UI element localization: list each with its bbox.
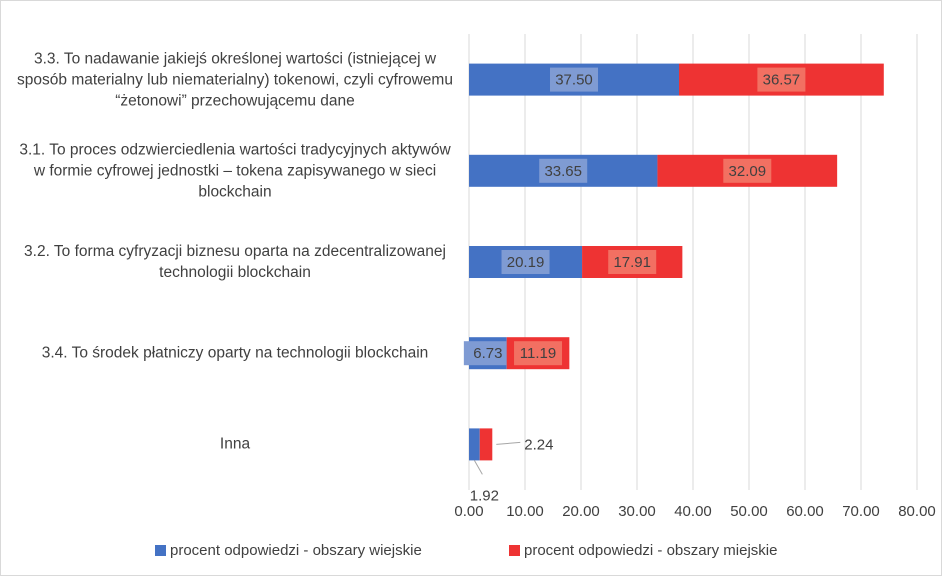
x-tick-label: 70.00 bbox=[842, 503, 880, 520]
value-label: 17.91 bbox=[613, 254, 651, 271]
value-label: 36.57 bbox=[763, 72, 801, 89]
category-label: 3.1. To proces odzwierciedlenia wartości… bbox=[19, 141, 451, 201]
bar bbox=[469, 428, 480, 461]
x-tick-label: 40.00 bbox=[674, 503, 712, 520]
x-tick-label: 30.00 bbox=[618, 503, 656, 520]
value-label-bg bbox=[608, 250, 657, 274]
value-label: 37.50 bbox=[555, 72, 593, 89]
value-label: 2.24 bbox=[524, 436, 553, 453]
category-label: 3.2. To forma cyfryzacji biznesu oparta … bbox=[24, 243, 446, 281]
value-label-bg bbox=[514, 341, 563, 366]
leader-line bbox=[473, 460, 483, 475]
legend-label: procent odpowiedzi - obszary miejskie bbox=[524, 542, 777, 559]
value-label: 11.19 bbox=[520, 345, 556, 362]
value-label-bg bbox=[463, 341, 512, 366]
category-label: Inna bbox=[219, 435, 251, 453]
bar bbox=[479, 428, 493, 461]
category-label: 3.4. To środek płatniczy oparty na techn… bbox=[41, 344, 429, 362]
x-tick-label: 0.00 bbox=[454, 503, 483, 520]
legend-label: procent odpowiedzi - obszary wiejskie bbox=[170, 542, 422, 559]
leader-line bbox=[496, 441, 521, 445]
value-label: 32.09 bbox=[729, 163, 767, 180]
value-label: 1.92 bbox=[470, 487, 499, 504]
legend-swatch bbox=[155, 545, 166, 556]
category-label: 3.3. To nadawanie jakiejś określonej war… bbox=[17, 50, 453, 110]
x-tick-label: 50.00 bbox=[730, 503, 768, 520]
value-label-bg bbox=[539, 158, 588, 183]
value-label: 20.19 bbox=[507, 254, 545, 271]
value-label: 6.73 bbox=[473, 345, 502, 362]
value-label: 33.65 bbox=[544, 163, 582, 180]
x-tick-label: 10.00 bbox=[506, 503, 544, 520]
value-label-bg bbox=[723, 158, 772, 183]
value-label-bg bbox=[550, 67, 598, 92]
value-label-bg bbox=[501, 250, 550, 274]
x-tick-label: 80.00 bbox=[898, 503, 936, 520]
x-tick-label: 20.00 bbox=[562, 503, 600, 520]
legend-swatch bbox=[509, 545, 520, 556]
x-tick-label: 60.00 bbox=[786, 503, 824, 520]
value-label-bg bbox=[757, 67, 806, 92]
